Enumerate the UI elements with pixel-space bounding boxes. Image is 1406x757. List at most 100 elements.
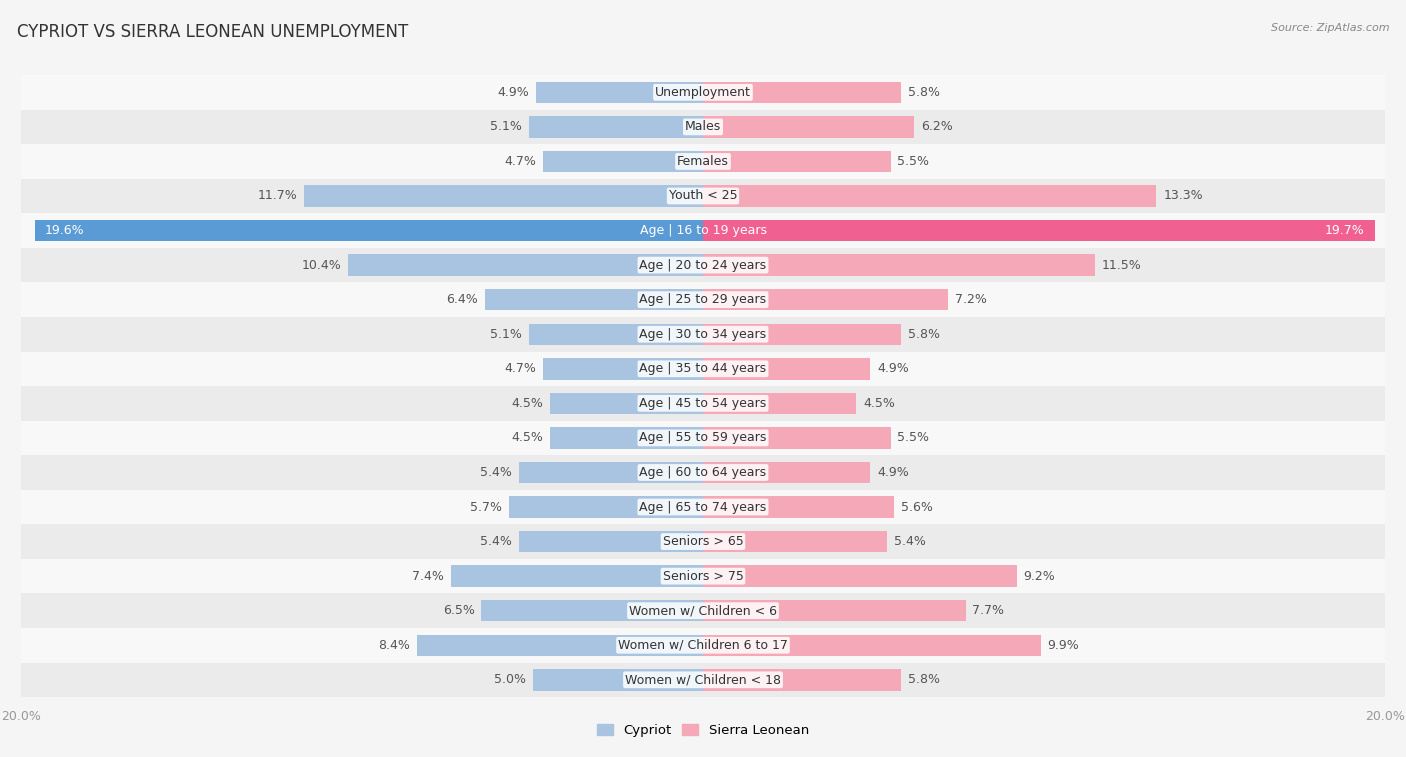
Bar (703, 185, 1157, 207)
Text: 7.7%: 7.7% (973, 604, 1004, 617)
Text: 4.5%: 4.5% (510, 397, 543, 410)
Text: 4.7%: 4.7% (505, 155, 536, 168)
Bar (21, 455, 1385, 490)
Bar (703, 427, 890, 449)
Text: 5.6%: 5.6% (901, 500, 932, 513)
Text: Females: Females (678, 155, 728, 168)
Text: Seniors > 65: Seniors > 65 (662, 535, 744, 548)
Text: 9.9%: 9.9% (1047, 639, 1080, 652)
Bar (703, 289, 949, 310)
Bar (21, 317, 1385, 351)
Text: Source: ZipAtlas.com: Source: ZipAtlas.com (1271, 23, 1389, 33)
Bar (304, 185, 703, 207)
Bar (21, 662, 1385, 697)
Bar (543, 151, 703, 172)
Bar (21, 386, 1385, 421)
Text: Women w/ Children 6 to 17: Women w/ Children 6 to 17 (619, 639, 787, 652)
Bar (703, 393, 856, 414)
Text: 4.9%: 4.9% (877, 363, 908, 375)
Bar (21, 110, 1385, 144)
Bar (519, 531, 703, 553)
Bar (550, 427, 703, 449)
Bar (21, 213, 1385, 248)
Text: Age | 20 to 24 years: Age | 20 to 24 years (640, 259, 766, 272)
Bar (703, 497, 894, 518)
Bar (21, 351, 1385, 386)
Text: Age | 65 to 74 years: Age | 65 to 74 years (640, 500, 766, 513)
Bar (21, 593, 1385, 628)
Text: 11.7%: 11.7% (257, 189, 297, 202)
Text: Age | 16 to 19 years: Age | 16 to 19 years (640, 224, 766, 237)
Text: 10.4%: 10.4% (302, 259, 342, 272)
Bar (703, 600, 966, 621)
Text: 8.4%: 8.4% (378, 639, 409, 652)
Text: Seniors > 75: Seniors > 75 (662, 570, 744, 583)
Legend: Cypriot, Sierra Leonean: Cypriot, Sierra Leonean (592, 718, 814, 742)
Text: 5.5%: 5.5% (897, 155, 929, 168)
Bar (703, 565, 1017, 587)
Text: 7.2%: 7.2% (955, 293, 987, 306)
Bar (533, 669, 703, 690)
Bar (21, 144, 1385, 179)
Text: 5.1%: 5.1% (491, 328, 522, 341)
Text: 4.9%: 4.9% (498, 86, 529, 99)
Bar (21, 559, 1385, 593)
Bar (21, 525, 1385, 559)
Bar (519, 462, 703, 483)
Text: 6.2%: 6.2% (921, 120, 953, 133)
Text: 6.5%: 6.5% (443, 604, 475, 617)
Text: 6.4%: 6.4% (446, 293, 478, 306)
Bar (543, 358, 703, 379)
Text: 4.5%: 4.5% (510, 431, 543, 444)
Text: 5.8%: 5.8% (908, 673, 939, 687)
Text: 5.4%: 5.4% (481, 535, 512, 548)
Text: 5.7%: 5.7% (470, 500, 502, 513)
Bar (349, 254, 703, 276)
Text: 5.1%: 5.1% (491, 120, 522, 133)
Bar (509, 497, 703, 518)
Text: 9.2%: 9.2% (1024, 570, 1056, 583)
Bar (703, 358, 870, 379)
Text: Age | 45 to 54 years: Age | 45 to 54 years (640, 397, 766, 410)
Bar (703, 531, 887, 553)
Bar (703, 634, 1040, 656)
Bar (21, 75, 1385, 110)
Text: Age | 30 to 34 years: Age | 30 to 34 years (640, 328, 766, 341)
Bar (536, 82, 703, 103)
Text: Unemployment: Unemployment (655, 86, 751, 99)
Bar (416, 634, 703, 656)
Text: 5.5%: 5.5% (897, 431, 929, 444)
Text: 5.4%: 5.4% (894, 535, 925, 548)
Text: 7.4%: 7.4% (412, 570, 444, 583)
Text: Women w/ Children < 18: Women w/ Children < 18 (626, 673, 780, 687)
Text: Youth < 25: Youth < 25 (669, 189, 737, 202)
Text: Age | 35 to 44 years: Age | 35 to 44 years (640, 363, 766, 375)
Bar (703, 462, 870, 483)
Text: 4.5%: 4.5% (863, 397, 896, 410)
Bar (21, 282, 1385, 317)
Bar (21, 490, 1385, 525)
Text: Age | 55 to 59 years: Age | 55 to 59 years (640, 431, 766, 444)
Text: Age | 60 to 64 years: Age | 60 to 64 years (640, 466, 766, 479)
Bar (21, 628, 1385, 662)
Bar (703, 669, 901, 690)
Bar (21, 248, 1385, 282)
Text: 4.9%: 4.9% (877, 466, 908, 479)
Text: 5.8%: 5.8% (908, 86, 939, 99)
Bar (21, 179, 1385, 213)
Bar (703, 323, 901, 345)
Text: 5.4%: 5.4% (481, 466, 512, 479)
Bar (550, 393, 703, 414)
Text: 11.5%: 11.5% (1102, 259, 1142, 272)
Bar (529, 323, 703, 345)
Text: CYPRIOT VS SIERRA LEONEAN UNEMPLOYMENT: CYPRIOT VS SIERRA LEONEAN UNEMPLOYMENT (17, 23, 408, 41)
Text: 13.3%: 13.3% (1163, 189, 1204, 202)
Text: Age | 25 to 29 years: Age | 25 to 29 years (640, 293, 766, 306)
Text: Women w/ Children < 6: Women w/ Children < 6 (628, 604, 778, 617)
Bar (703, 116, 914, 138)
Bar (703, 151, 890, 172)
Bar (703, 82, 901, 103)
Bar (703, 254, 1095, 276)
Bar (529, 116, 703, 138)
Text: 5.0%: 5.0% (494, 673, 526, 687)
